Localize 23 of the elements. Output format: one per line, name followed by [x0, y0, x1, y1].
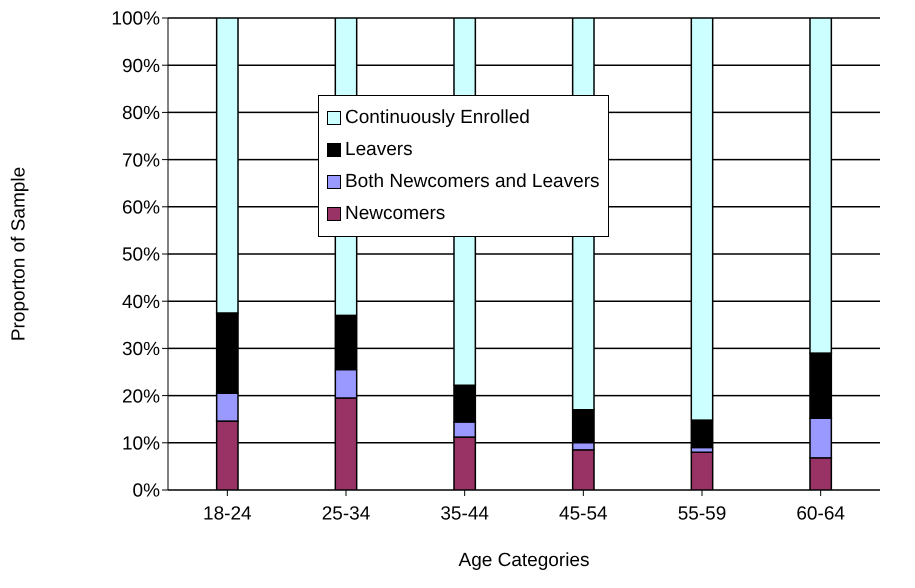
- y-tick-label: 0%: [132, 480, 160, 502]
- y-tick-label: 80%: [122, 103, 160, 124]
- x-tick-label: 55-59: [678, 503, 726, 524]
- x-tick-label: 18-24: [203, 503, 252, 524]
- y-tick-label: 100%: [111, 8, 160, 30]
- x-tick-label: 60-64: [796, 503, 846, 524]
- y-tick-label: 60%: [122, 198, 160, 219]
- y-tick-label: 10%: [122, 434, 160, 455]
- x-axis-title: Age Categories: [458, 550, 590, 571]
- y-tick-label: 50%: [122, 244, 160, 266]
- x-tick-label: 35-44: [440, 503, 490, 524]
- legend-label: Leavers: [345, 139, 413, 161]
- y-tick-label: 90%: [122, 56, 160, 77]
- y-tick-label: 30%: [122, 339, 160, 360]
- y-axis-title: Proporton of Sample: [8, 166, 30, 342]
- legend-label: Newcomers: [345, 203, 446, 225]
- y-tick-label: 40%: [122, 292, 160, 313]
- x-tick-label: 25-34: [322, 503, 371, 524]
- y-tick-label: 70%: [122, 150, 160, 172]
- y-tick-label: 20%: [122, 386, 160, 408]
- legend-label: Continuously Enrolled: [345, 107, 530, 129]
- x-tick-label: 45-54: [559, 503, 608, 524]
- legend-label: Both Newcomers and Leavers: [345, 171, 600, 193]
